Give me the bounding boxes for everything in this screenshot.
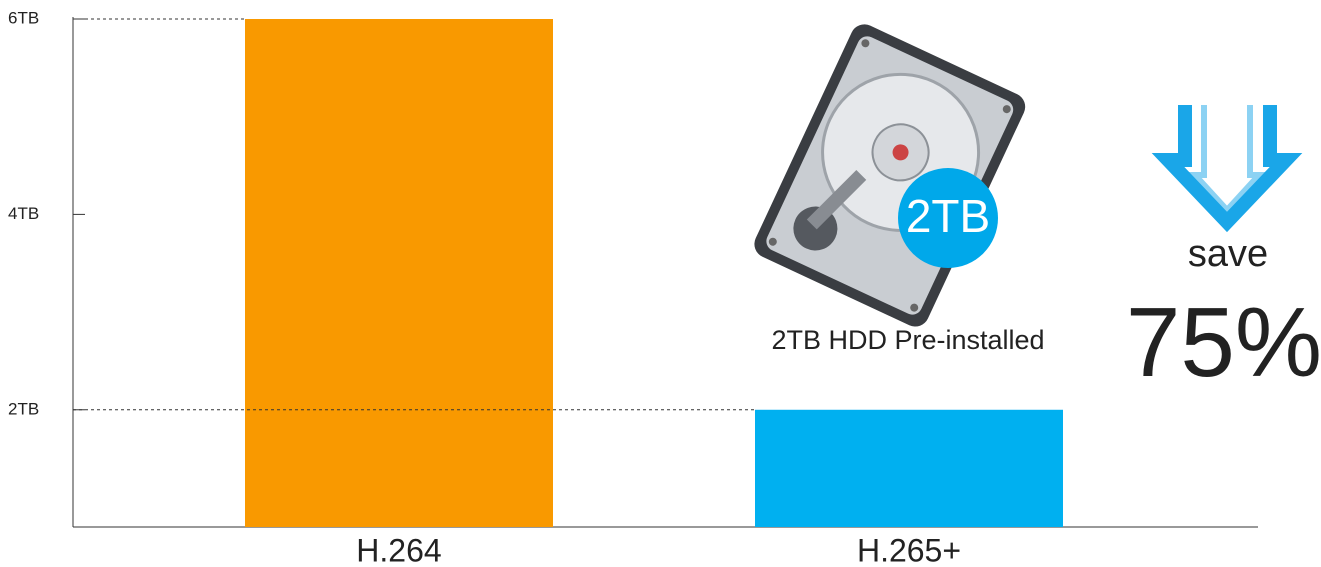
bar [755, 410, 1063, 527]
disk-badge: 2TB [906, 190, 990, 242]
disk-caption: 2TB HDD Pre-installed [771, 325, 1044, 355]
saving-value: 75% [1126, 287, 1321, 397]
page: 2TB 2TB HDD Pre-installed save 75% 2TB 4T… [0, 0, 1321, 567]
chart: 2TB 2TB HDD Pre-installed save 75% 2TB 4T… [0, 0, 1321, 567]
save-label: save [1188, 233, 1268, 275]
hdd-illustration [750, 20, 1030, 331]
down-arrow [1168, 105, 1286, 222]
x-tick-label: H.265+ [857, 532, 961, 567]
y-tick-label: 6TB [8, 8, 39, 27]
x-tick-label: H.264 [356, 532, 441, 567]
y-tick-label: 4TB [8, 204, 39, 223]
bar [245, 19, 553, 527]
y-tick-label: 2TB [8, 399, 39, 418]
